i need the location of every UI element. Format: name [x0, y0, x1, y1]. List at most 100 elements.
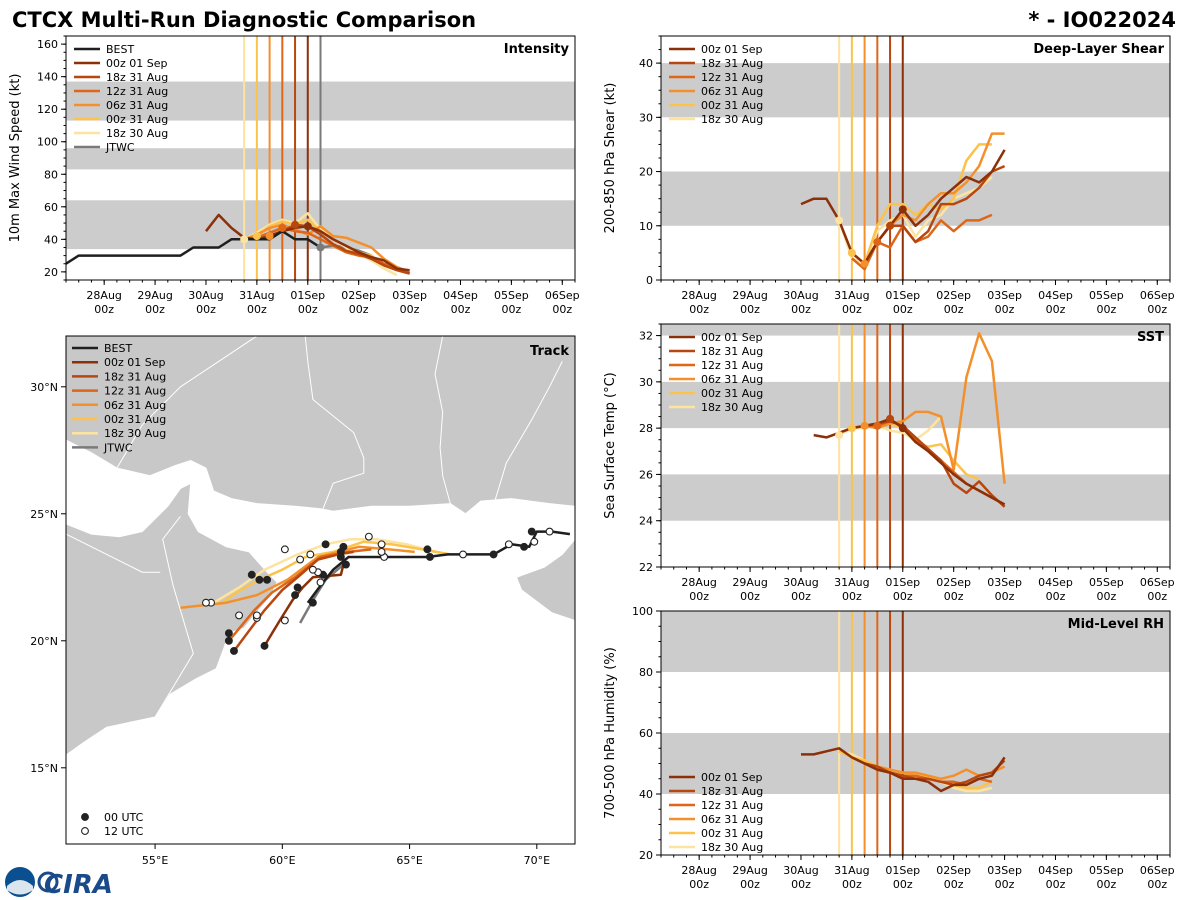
y-tick-label: 40 [639, 788, 653, 801]
x-tick-label: 04Sep [1038, 576, 1073, 589]
x-tick-label: 01Sep [290, 289, 325, 302]
x-tick-label: 02Sep [936, 576, 971, 589]
shade-band [661, 171, 1170, 226]
legend-marker [81, 827, 89, 835]
legend-label: 12z 31 Aug [701, 359, 763, 372]
track-point [296, 555, 305, 564]
track-point [308, 565, 317, 574]
x-tick-label-hour: 00z [689, 590, 709, 603]
legend-label: 00z 01 Sep [104, 356, 166, 369]
init-marker [291, 220, 300, 229]
x-tick-label: 03Sep [392, 289, 427, 302]
cira-logo: CIRA [5, 867, 113, 900]
y-tick-label: 140 [37, 71, 58, 84]
y-tick-label: 60 [639, 727, 653, 740]
track-point [224, 636, 233, 645]
x-tick-label: 29Aug [732, 864, 767, 877]
legend-label: 18z 31 Aug [701, 345, 763, 358]
x-tick-label: 28Aug [86, 289, 121, 302]
series-line [813, 417, 1006, 506]
y-tick-label: 100 [37, 136, 58, 149]
legend-label: 00z 31 Aug [701, 387, 763, 400]
legend-label: JTWC [103, 441, 133, 454]
lon-label: 60°E [269, 854, 295, 867]
x-tick-label-hour: 00z [94, 303, 114, 316]
panel-title: Deep-Layer Shear [1033, 42, 1164, 57]
init-marker [873, 421, 882, 430]
country-border [434, 336, 451, 504]
shade-band [661, 63, 1170, 118]
y-tick-label: 160 [37, 38, 58, 51]
y-tick-label: 80 [639, 666, 653, 679]
track-point [293, 583, 302, 592]
legend-label: 12z 31 Aug [701, 71, 763, 84]
panel-title: Track [530, 344, 569, 359]
x-tick-label-hour: 00z [1046, 303, 1066, 316]
legend-label: 00z 31 Aug [701, 99, 763, 112]
panel-track: 55°E 60°E 65°E 70°E 15°N 20°N 25°N 30°N Track BES… [30, 335, 576, 867]
track-point [202, 598, 210, 607]
x-tick-label-hour: 00z [501, 303, 521, 316]
legend-label: 06z 31 Aug [701, 373, 763, 386]
x-tick-label-hour: 00z [791, 878, 811, 891]
legend-label: 18z 31 Aug [106, 71, 168, 84]
x-tick-label-hour: 00z [1096, 303, 1116, 316]
init-marker [847, 424, 856, 433]
track-point [255, 575, 264, 584]
track-line [217, 540, 451, 607]
series-line [66, 229, 322, 265]
init-marker [898, 424, 907, 433]
legend-label: BEST [104, 342, 132, 355]
country-border [304, 336, 365, 509]
x-tick-label: 01Sep [885, 864, 920, 877]
track-point [235, 611, 244, 620]
init-marker [860, 259, 869, 268]
x-tick-label: 30Aug [783, 576, 818, 589]
track-point [504, 540, 513, 549]
x-tick-label: 04Sep [1038, 289, 1073, 302]
panel-title: Intensity [504, 42, 570, 57]
axes-frame [65, 335, 576, 845]
track-point [520, 542, 529, 551]
x-tick-label: 03Sep [987, 864, 1022, 877]
x-tick-label: 03Sep [987, 289, 1022, 302]
lat-label: 20°N [30, 635, 58, 648]
track-point [527, 527, 536, 536]
legend-label: 18z 30 Aug [104, 427, 166, 440]
legend-label: 18z 30 Aug [701, 113, 763, 126]
x-tick-label-hour: 00z [740, 878, 760, 891]
shade-band [661, 611, 1170, 672]
x-tick-label-hour: 00z [842, 590, 862, 603]
legend-label: 06z 31 Aug [701, 813, 763, 826]
track-point [377, 547, 386, 556]
track-point [545, 527, 554, 536]
x-tick-label: 02Sep [341, 289, 376, 302]
track-point [336, 553, 345, 561]
y-tick-label: 26 [639, 468, 653, 481]
init-marker [303, 222, 312, 231]
init-marker [252, 232, 261, 241]
x-tick-label-hour: 00z [842, 878, 862, 891]
shade-band [661, 733, 1170, 794]
legend-label: 18z 31 Aug [701, 785, 763, 798]
track-point [247, 570, 256, 579]
x-tick-label: 29Aug [732, 576, 767, 589]
lat-label: 15°N [30, 762, 58, 775]
y-tick-label: 24 [639, 515, 653, 528]
x-tick-label: 04Sep [1038, 864, 1073, 877]
x-tick-label: 06Sep [545, 289, 580, 302]
x-tick-label: 04Sep [443, 289, 478, 302]
x-tick-label-hour: 00z [1096, 878, 1116, 891]
x-tick-label-hour: 00z [995, 878, 1015, 891]
x-tick-label-hour: 00z [247, 303, 267, 316]
x-tick-label-hour: 00z [689, 878, 709, 891]
y-tick-label: 20 [639, 166, 653, 179]
cira-globe-icon [37, 871, 59, 893]
legend-label: 06z 31 Aug [701, 85, 763, 98]
track-point [377, 540, 386, 549]
x-tick-label: 30Aug [188, 289, 223, 302]
legend-label: 00z 31 Aug [701, 827, 763, 840]
lon-label: 70°E [524, 854, 550, 867]
x-tick-label-hour: 00z [400, 303, 420, 316]
x-tick-label: 06Sep [1140, 864, 1175, 877]
